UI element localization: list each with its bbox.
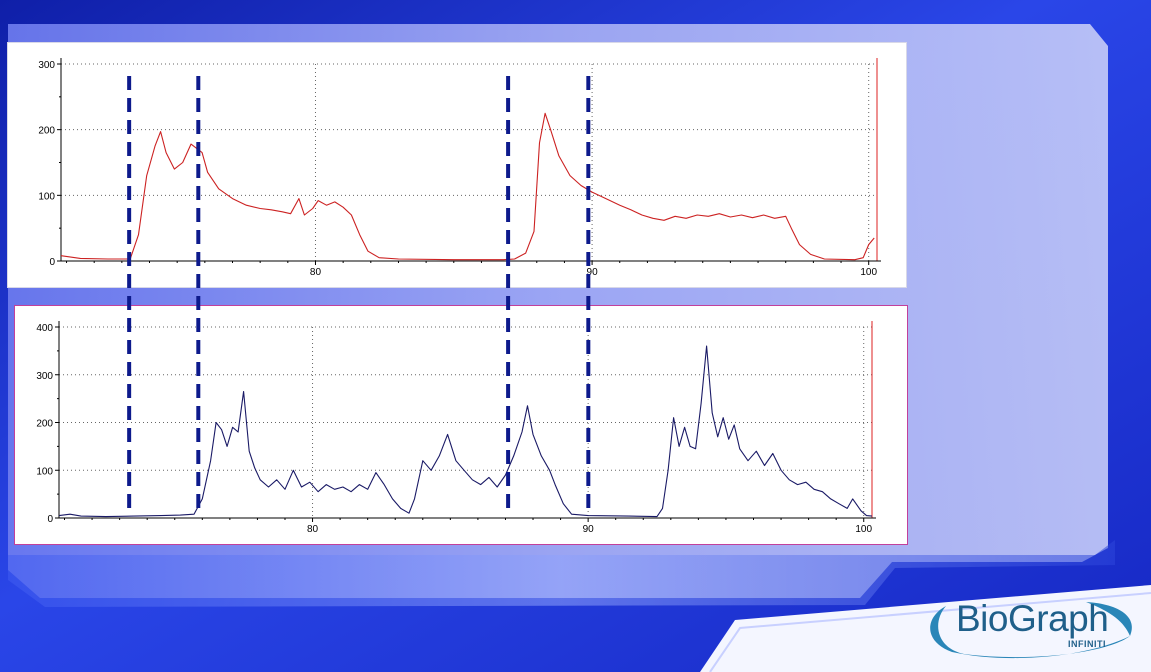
y-tick-label-200: 200 bbox=[36, 419, 53, 430]
series-line-bottom bbox=[58, 345, 873, 518]
chart-bottom-svg: 0 100 200 300 400 80 90 100 bbox=[36, 321, 876, 535]
y-tick-label-0: 0 bbox=[49, 257, 55, 268]
x-tick-label-100: 100 bbox=[860, 267, 877, 278]
x-tick-label-80: 80 bbox=[310, 267, 322, 278]
logo-swoosh-icon bbox=[930, 602, 1132, 659]
y-tick-label-100: 100 bbox=[36, 466, 53, 477]
x-tick-label-100: 100 bbox=[855, 524, 872, 535]
x-tick-label-90: 90 bbox=[583, 524, 595, 535]
logo-subtext: INFINITI bbox=[1068, 639, 1106, 649]
y-tick-label-100: 100 bbox=[38, 191, 55, 202]
chart-top-svg: 0 100 200 300 80 90 100 bbox=[38, 58, 881, 278]
y-tick-label-300: 300 bbox=[38, 60, 55, 71]
y-tick-label-400: 400 bbox=[36, 323, 53, 334]
biograph-logo: BioGraph INFINITI bbox=[916, 592, 1146, 666]
x-tick-label-90: 90 bbox=[587, 267, 599, 278]
y-tick-label-200: 200 bbox=[38, 126, 55, 137]
y-tick-label-0: 0 bbox=[47, 514, 53, 525]
chart-panel-bottom: 0 100 200 300 400 80 90 100 bbox=[14, 305, 908, 545]
x-tick-label-80: 80 bbox=[307, 524, 319, 535]
series-line-top bbox=[60, 112, 875, 261]
chart-panel-top: 0 100 200 300 80 90 100 bbox=[7, 42, 907, 288]
logo-text: BioGraph bbox=[956, 598, 1109, 639]
y-tick-label-300: 300 bbox=[36, 371, 53, 382]
